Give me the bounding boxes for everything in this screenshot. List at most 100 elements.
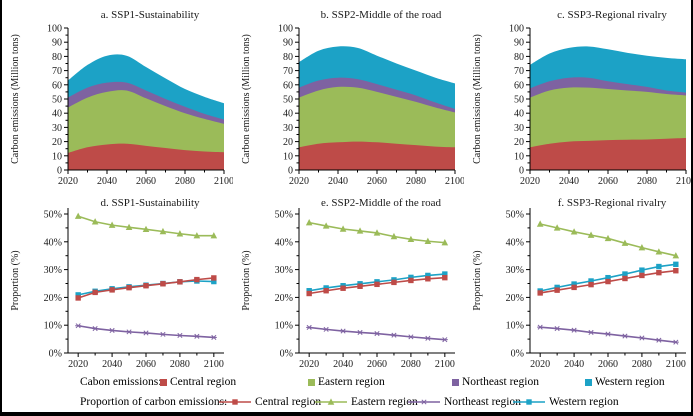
y-tick-label: 20 bbox=[514, 137, 524, 148]
x-tick-label: 2080 bbox=[637, 176, 657, 187]
chart-row-proportions: 0% 10% 20% 30% 40% 50% 2020 2040 2060 2080 2100 d. … bbox=[2, 196, 691, 372]
chart-c-ssp3-emissions: 0 10 20 30 40 50 60 70 80 90 100 2020 2040 2060 2080 21… bbox=[464, 0, 691, 196]
y-tick-label: 0 bbox=[288, 166, 293, 177]
x-tick-label: 2080 bbox=[401, 359, 421, 370]
chart-svg-c: 0 10 20 30 40 50 60 70 80 90 100 2020 2040 2060 2080 21… bbox=[472, 9, 691, 187]
y-tick-label: 50 bbox=[52, 95, 62, 106]
y-axis-label: Carbon emissions (Million tons) bbox=[241, 34, 252, 164]
x-tick-label: 2080 bbox=[175, 176, 195, 187]
legend-carbon-emissions-label: Cabon emissions: bbox=[80, 376, 162, 388]
legend-line-marker-northeast-region bbox=[408, 399, 440, 405]
chart-row-emissions: 0 10 20 30 40 50 60 70 80 90 100 2020 2040 2060 2080 21… bbox=[2, 0, 691, 196]
y-tick-label: 50% bbox=[275, 210, 293, 221]
y-tick-label: 50% bbox=[506, 210, 524, 221]
chart-a-ssp1-emissions: 0 10 20 30 40 50 60 70 80 90 100 2020 2040 2060 2080 21… bbox=[2, 0, 233, 196]
y-tick-label: 60 bbox=[514, 80, 524, 91]
area-central-region bbox=[530, 138, 686, 170]
chart-title: c. SSP3-Regional rivalry bbox=[557, 9, 667, 21]
legend-line-marker-western-region bbox=[513, 399, 545, 405]
y-tick-label: 90 bbox=[52, 38, 62, 49]
y-tick-label: 0 bbox=[57, 166, 62, 177]
legend-area: Cabon emissions: Central region Eastern r… bbox=[2, 372, 691, 412]
chart-svg-b: 0 10 20 30 40 50 60 70 80 90 100 2020 2040 2060 2080 21… bbox=[241, 9, 464, 187]
y-tick-label: 30% bbox=[506, 265, 524, 276]
y-tick-label: 70 bbox=[283, 66, 293, 77]
chart-title: a. SSP1-Sustainability bbox=[101, 9, 200, 21]
y-tick-label: 20% bbox=[275, 293, 293, 304]
y-tick-label: 30 bbox=[514, 123, 524, 134]
x-tick-label: 2020 bbox=[299, 359, 319, 370]
legend-item-label: Northeast region bbox=[462, 376, 539, 388]
area-central-region bbox=[299, 141, 455, 170]
x-tick-label: 2060 bbox=[136, 176, 156, 187]
y-tick-label: 30 bbox=[52, 123, 62, 134]
y-tick-label: 30% bbox=[44, 265, 62, 276]
y-tick-label: 60 bbox=[52, 80, 62, 91]
x-tick-label: 2040 bbox=[333, 359, 353, 370]
chart-title: d. SSP1-Sustainability bbox=[100, 197, 200, 209]
x-tick-label: 2080 bbox=[406, 176, 426, 187]
legend-item-label: Western region bbox=[549, 396, 619, 408]
x-tick-label: 2100 bbox=[214, 176, 233, 187]
chart-svg-a: 0 10 20 30 40 50 60 70 80 90 100 2020 2040 2060 2080 21… bbox=[10, 9, 233, 187]
y-tick-label: 70 bbox=[52, 66, 62, 77]
y-tick-label: 80 bbox=[514, 52, 524, 63]
y-tick-label: 100 bbox=[47, 24, 62, 35]
legend-swatch-eastern-region bbox=[308, 378, 315, 386]
chart-e-ssp2-proportion: 0% 10% 20% 30% 40% 50% 2020 2040 2060 2080 2100 e. … bbox=[233, 196, 464, 372]
area-central-region bbox=[68, 143, 224, 170]
chart-d-ssp1-proportion: 0% 10% 20% 30% 40% 50% 2020 2040 2060 2080 2100 d. … bbox=[2, 196, 233, 372]
y-tick-label: 90 bbox=[514, 38, 524, 49]
y-tick-label: 30 bbox=[283, 123, 293, 134]
x-tick-label: 2040 bbox=[559, 176, 579, 187]
legend-item-label: Central region bbox=[255, 396, 322, 408]
y-tick-label: 40% bbox=[275, 237, 293, 248]
chart-title: b. SSP2-Middle of the road bbox=[321, 9, 442, 21]
legend-item-proportion-northeast-region: Northeast region bbox=[407, 396, 521, 408]
legend-swatch-central-region bbox=[160, 378, 167, 386]
x-tick-label: 2020 bbox=[68, 359, 88, 370]
chart-svg-e: 0% 10% 20% 30% 40% 50% 2020 2040 2060 2080 2100 e. … bbox=[241, 197, 455, 370]
legend-item-northeast-region: Northeast region bbox=[452, 376, 539, 388]
y-tick-label: 40% bbox=[506, 237, 524, 248]
x-tick-label: 2020 bbox=[530, 359, 550, 370]
y-axis-label: Proportion (%) bbox=[241, 250, 252, 310]
x-tick-label: 2080 bbox=[632, 359, 652, 370]
x-tick-label: 2040 bbox=[564, 359, 584, 370]
y-tick-label: 10 bbox=[514, 151, 524, 162]
legend-item-label: Central region bbox=[170, 376, 237, 388]
legend-line-marker-central-region bbox=[219, 399, 251, 405]
y-tick-label: 50 bbox=[283, 95, 293, 106]
y-tick-label: 40 bbox=[52, 109, 62, 120]
y-tick-label: 0% bbox=[280, 349, 293, 360]
x-tick-label: 2040 bbox=[97, 176, 117, 187]
y-tick-label: 100 bbox=[278, 24, 293, 35]
legend-item-western-region: Western region bbox=[585, 376, 665, 388]
x-tick-label: 2020 bbox=[58, 176, 78, 187]
legend-item-proportion-eastern-region: Eastern region bbox=[314, 396, 418, 408]
x-tick-label: 2060 bbox=[367, 359, 387, 370]
legend-swatch-western-region bbox=[585, 378, 592, 386]
x-tick-label: 2100 bbox=[445, 176, 464, 187]
y-tick-label: 100 bbox=[509, 24, 524, 35]
y-axis-label: Carbon emissions (Million tons) bbox=[10, 34, 21, 164]
y-tick-label: 0% bbox=[49, 349, 62, 360]
y-tick-label: 10% bbox=[275, 321, 293, 332]
x-tick-label: 2100 bbox=[435, 359, 455, 370]
x-tick-label: 2060 bbox=[598, 176, 618, 187]
y-tick-label: 60 bbox=[283, 80, 293, 91]
legend-item-label: Eastern region bbox=[318, 376, 385, 388]
y-tick-label: 80 bbox=[283, 52, 293, 63]
chart-b-ssp2-emissions: 0 10 20 30 40 50 60 70 80 90 100 2020 2040 2060 2080 21… bbox=[233, 0, 464, 196]
legend-item-central-region: Central region bbox=[160, 376, 236, 388]
x-tick-label: 2080 bbox=[170, 359, 190, 370]
y-tick-label: 0% bbox=[511, 349, 524, 360]
x-tick-label: 2060 bbox=[367, 176, 387, 187]
y-tick-label: 20% bbox=[506, 293, 524, 304]
x-tick-label: 2040 bbox=[102, 359, 122, 370]
x-tick-label: 2100 bbox=[666, 359, 686, 370]
y-tick-label: 40 bbox=[283, 109, 293, 120]
chart-title: f. SSP3-Regional rivalry bbox=[558, 197, 667, 209]
x-tick-label: 2040 bbox=[328, 176, 348, 187]
y-tick-label: 30% bbox=[275, 265, 293, 276]
